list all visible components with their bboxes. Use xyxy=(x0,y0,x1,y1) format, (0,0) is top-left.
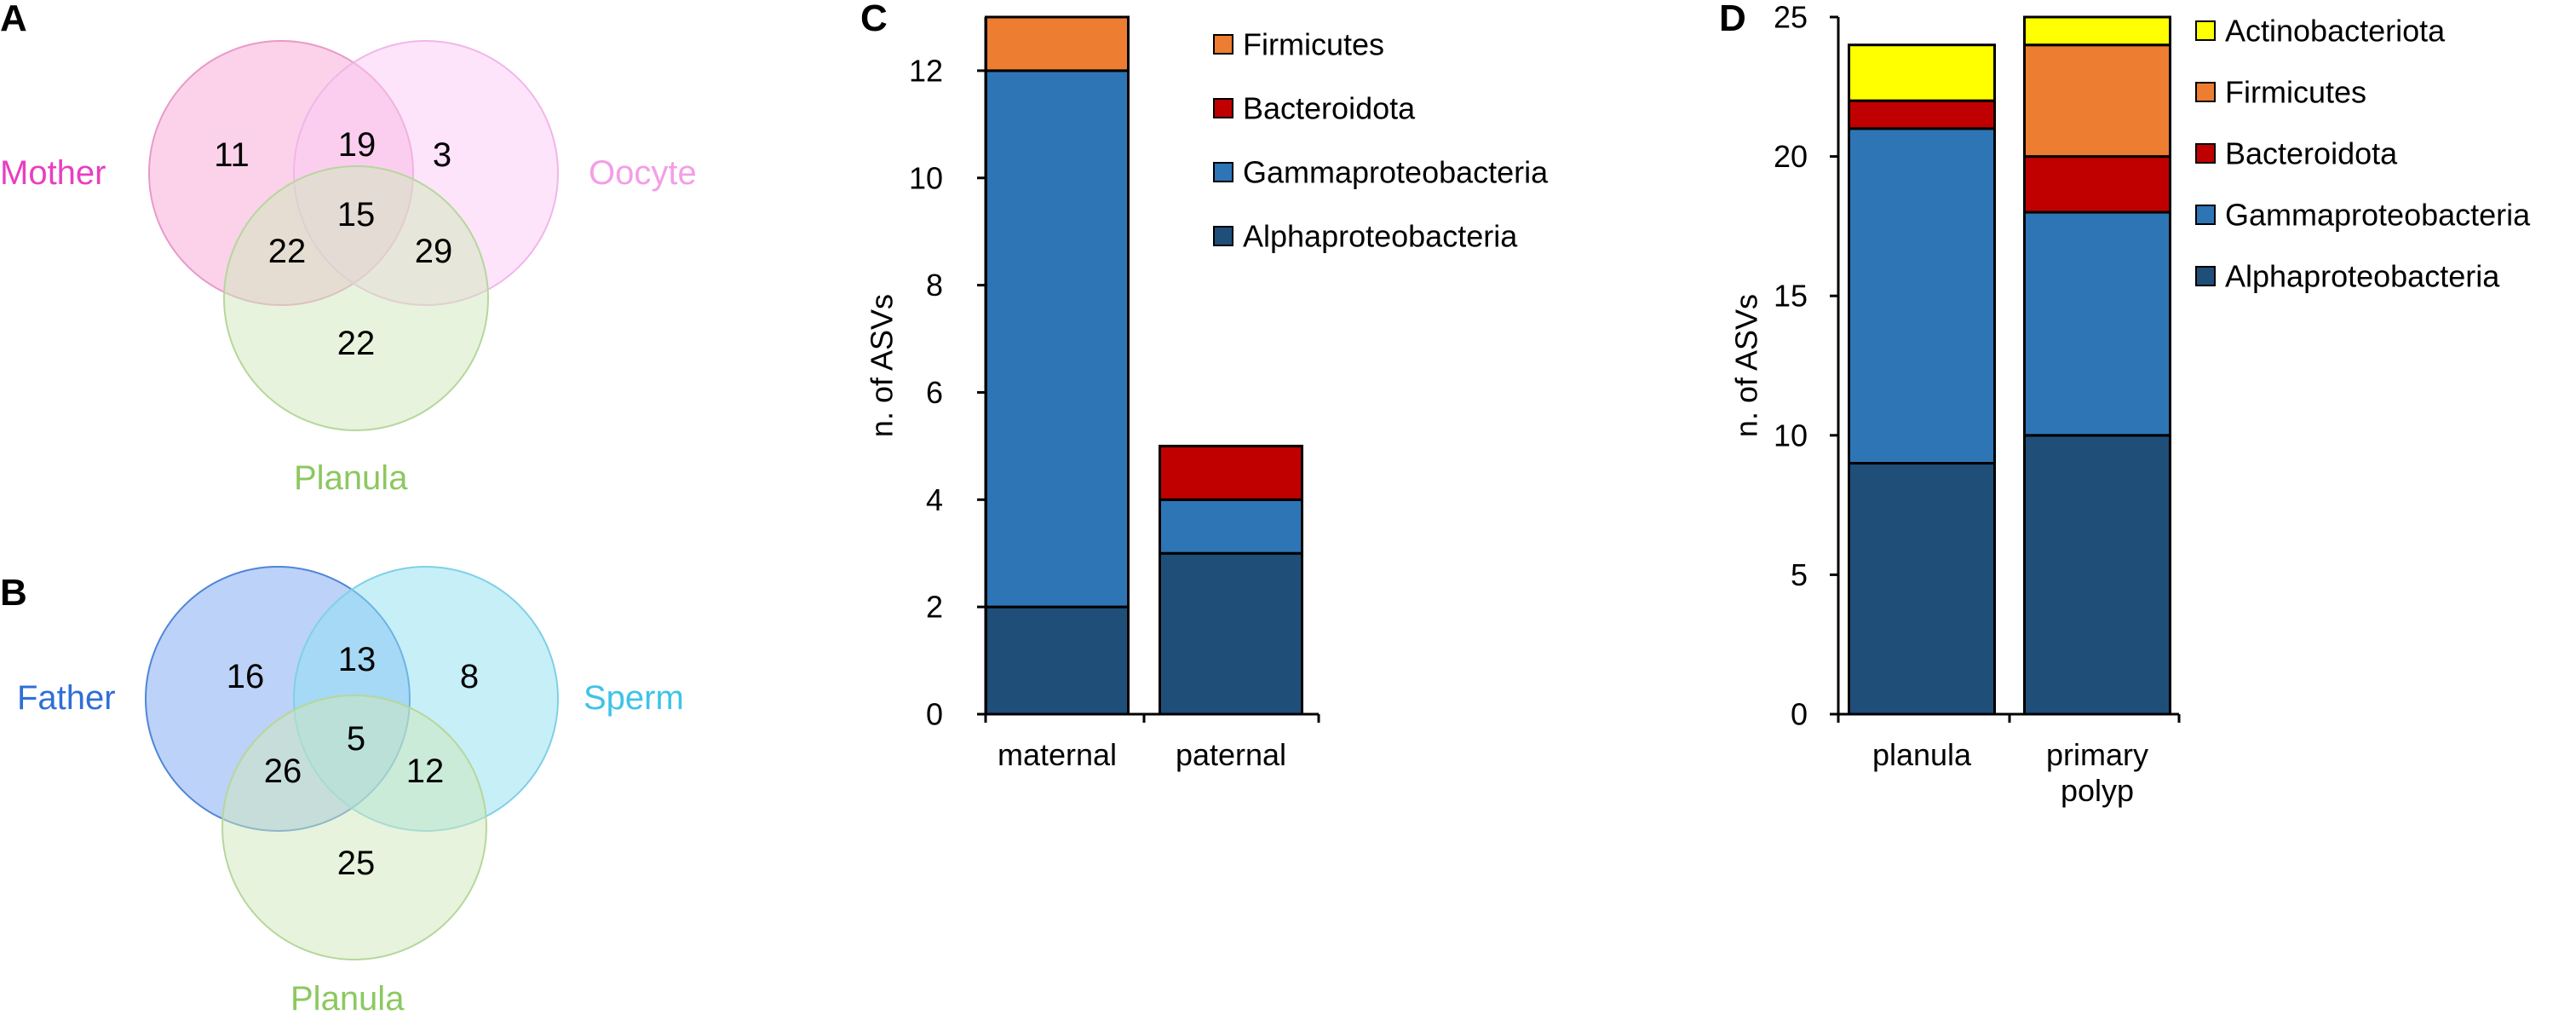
y-tick-label-c-8: 8 xyxy=(926,268,943,303)
bar-segment-d-planula-gammaproteobacteria xyxy=(1848,127,1996,465)
legend-label-d-firmicutes: Firmicutes xyxy=(2225,75,2366,110)
venn-count-mother-planula: 22 xyxy=(268,233,307,270)
venn-label-sperm: Sperm xyxy=(584,679,684,717)
category-label-d-primary-polyp: primary polyp xyxy=(2046,737,2148,808)
legend-swatch-d-actinobacteriota xyxy=(2195,20,2216,41)
y-tick-label-d-20: 20 xyxy=(1774,139,1808,174)
venn-count-sperm-planula: 12 xyxy=(406,753,445,790)
y-tick-label-c-12: 12 xyxy=(909,53,943,88)
y-tick-label-d-0: 0 xyxy=(1791,697,1808,732)
bar-segment-c-maternal-alphaproteobacteria xyxy=(985,605,1130,716)
legend-label-d-actinobacteriota: Actinobacteriota xyxy=(2225,14,2446,49)
y-tick-label-c-10: 10 xyxy=(909,160,943,195)
venn-count-father-planula: 26 xyxy=(264,753,302,790)
category-label-line: polyp xyxy=(2061,773,2134,808)
venn-label-planula: Planula xyxy=(294,459,408,497)
venn-count-mother-oocyte: 19 xyxy=(338,126,377,164)
venn-count-planula-only: 22 xyxy=(337,325,376,362)
y-tick-label-c-2: 2 xyxy=(926,590,943,625)
panel-letter-d: D xyxy=(1719,0,1746,39)
panel-letter-c: C xyxy=(860,0,888,39)
y-axis-title-c: n. of ASVs xyxy=(865,294,900,437)
bar-segment-c-maternal-firmicutes xyxy=(985,15,1130,72)
venn-count-sperm-only: 8 xyxy=(460,658,479,695)
category-label-line: paternal xyxy=(1176,737,1286,772)
chart-d: 0 5 10 15 20 25 n. of ASVs planula primary polyp A… xyxy=(1729,0,2532,808)
category-label-line: maternal xyxy=(998,737,1117,772)
venn-count-planula-only-b: 25 xyxy=(337,845,376,882)
bar-segment-c-paternal-gammaproteobacteria xyxy=(1159,498,1303,555)
category-label-line: primary xyxy=(2046,737,2148,772)
category-label-c-maternal: maternal xyxy=(998,737,1117,772)
bar-segment-d-planula-bacteroidota xyxy=(1848,99,1996,130)
y-tick-label-c-6: 6 xyxy=(926,375,943,410)
panel-b: B Father Sperm Planula 16 13 8 5 26 12 2… xyxy=(0,566,684,1015)
bar-segment-d-primary-polyp-actinobacteriota xyxy=(2023,15,2171,47)
y-tick-label-d-10: 10 xyxy=(1774,418,1808,453)
bar-segment-d-primary-polyp-gammaproteobacteria xyxy=(2023,210,2171,437)
venn-count-all-three: 15 xyxy=(337,196,376,234)
legend-label-c-firmicutes: Firmicutes xyxy=(1243,27,1384,62)
bar-segment-c-paternal-alphaproteobacteria xyxy=(1159,551,1303,716)
venn-count-mother-only: 11 xyxy=(214,136,250,174)
panel-a: A Mother Oocyte Planula 11 19 3 15 22 29… xyxy=(0,0,697,497)
y-tick-label-d-5: 5 xyxy=(1791,557,1808,592)
venn-circle-planula-b xyxy=(221,695,487,960)
venn-label-father: Father xyxy=(17,679,116,717)
venn-count-oocyte-only: 3 xyxy=(433,136,451,174)
venn-label-oocyte: Oocyte xyxy=(589,154,697,192)
panel-letter-a: A xyxy=(0,0,27,39)
venn-label-planula-b: Planula xyxy=(290,980,405,1015)
bar-segment-d-primary-polyp-firmicutes xyxy=(2023,43,2171,159)
legend-swatch-d-bacteroidota xyxy=(2195,143,2216,164)
bar-segment-d-primary-polyp-alphaproteobacteria xyxy=(2023,434,2171,716)
venn-circle-planula xyxy=(223,165,489,431)
y-tick-label-d-25: 25 xyxy=(1774,0,1808,35)
y-tick-label-c-0: 0 xyxy=(926,697,943,732)
legend-label-c-alphaproteobacteria: Alphaproteobacteria xyxy=(1243,219,1518,254)
legend-swatch-c-gammaproteobacteria xyxy=(1213,162,1233,182)
legend-label-d-alphaproteobacteria: Alphaproteobacteria xyxy=(2225,259,2500,294)
y-axis-title-d: n. of ASVs xyxy=(1729,294,1764,437)
bar-segment-d-planula-actinobacteriota xyxy=(1848,43,1996,102)
venn-count-father-only: 16 xyxy=(227,658,265,695)
legend-swatch-c-alphaproteobacteria xyxy=(1213,226,1233,246)
venn-count-father-sperm: 13 xyxy=(338,641,377,678)
venn-count-oocyte-planula: 29 xyxy=(415,233,453,270)
bar-segment-d-primary-polyp-bacteroidota xyxy=(2023,155,2171,214)
legend-swatch-d-firmicutes xyxy=(2195,82,2216,102)
legend-label-c-bacteroidota: Bacteroidota xyxy=(1243,91,1416,126)
venn-label-mother: Mother xyxy=(0,154,106,192)
category-label-d-planula: planula xyxy=(1872,737,1972,772)
panel-c: C 0 2 4 6 8 10 12 n. of ASVs maternal paternal Fir… xyxy=(860,0,1549,772)
legend-label-d-bacteroidota: Bacteroidota xyxy=(2225,136,2398,171)
y-tick-label-d-15: 15 xyxy=(1774,279,1808,314)
category-label-line: planula xyxy=(1872,737,1972,772)
chart-c: 0 2 4 6 8 10 12 n. of ASVs maternal paternal Firmi… xyxy=(865,15,1549,772)
bar-segment-c-paternal-bacteroidota xyxy=(1159,444,1303,501)
venn-count-all-three-b: 5 xyxy=(347,720,365,758)
legend-swatch-c-firmicutes xyxy=(1213,34,1233,55)
panel-d: D 0 5 10 15 20 25 n. of ASVs planula primary poly… xyxy=(1719,0,2531,808)
bar-segment-c-maternal-gammaproteobacteria xyxy=(985,69,1130,608)
category-label-c-paternal: paternal xyxy=(1176,737,1286,772)
legend-swatch-c-bacteroidota xyxy=(1213,98,1233,118)
legend-label-d-gammaproteobacteria: Gammaproteobacteria xyxy=(2225,198,2531,233)
panel-letter-b: B xyxy=(0,572,27,614)
y-tick-label-c-4: 4 xyxy=(926,482,943,517)
legend-swatch-d-alphaproteobacteria xyxy=(2195,266,2216,286)
bar-segment-d-planula-alphaproteobacteria xyxy=(1848,462,1996,716)
legend-label-c-gammaproteobacteria: Gammaproteobacteria xyxy=(1243,155,1549,190)
legend-swatch-d-gammaproteobacteria xyxy=(2195,205,2216,225)
